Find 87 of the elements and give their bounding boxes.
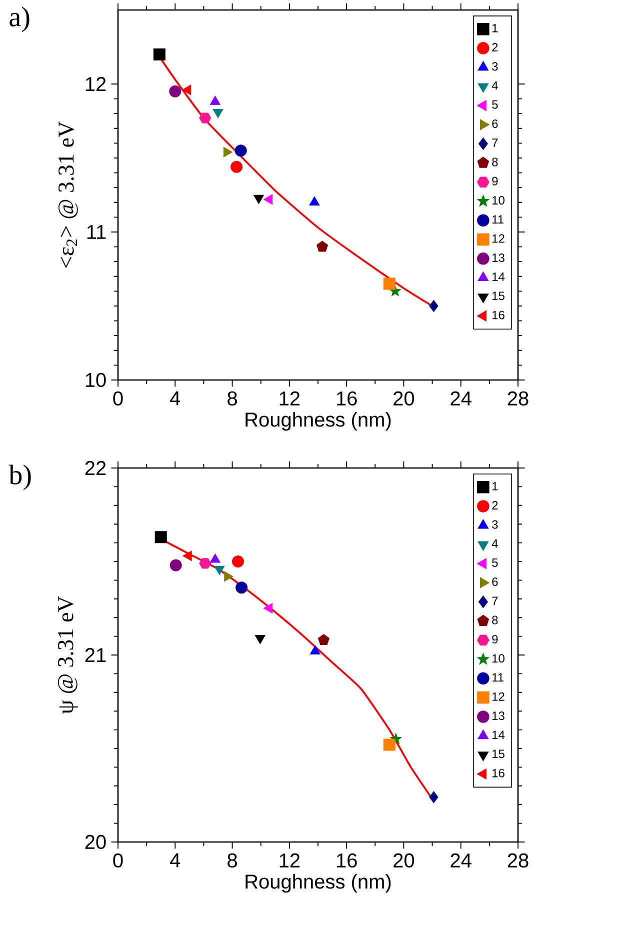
legend-label: 14 xyxy=(492,730,505,739)
x-tick-label: 4 xyxy=(170,853,180,868)
x-tick-label: 12 xyxy=(280,853,300,868)
point xyxy=(234,144,247,157)
y-tick-label: 21 xyxy=(85,648,106,662)
legend-label: 1 xyxy=(492,24,498,32)
point xyxy=(182,84,192,96)
legend-label: 3 xyxy=(492,520,498,529)
y-axis-title: ψ @ 3.31 eV xyxy=(58,596,78,714)
x-axis-title: Roughness (nm) xyxy=(246,412,391,431)
point xyxy=(309,196,320,206)
x-tick-label: 16 xyxy=(336,391,357,406)
point xyxy=(310,645,320,654)
point xyxy=(182,550,192,562)
y-tick-label: 10 xyxy=(86,372,106,388)
x-tick-label: 28 xyxy=(508,391,528,406)
legend-label: 6 xyxy=(492,119,498,128)
x-axis-title: Roughness (nm) xyxy=(246,874,391,893)
point xyxy=(230,160,243,173)
x-tick-label: 24 xyxy=(450,391,472,406)
x-tick-label: 4 xyxy=(170,391,180,406)
chart-title: a) xyxy=(10,6,30,32)
legend-label: 5 xyxy=(492,558,498,567)
y-tick-label: 12 xyxy=(86,77,106,91)
point xyxy=(199,558,212,569)
x-tick-label: 0 xyxy=(113,391,123,406)
point xyxy=(169,85,182,98)
x-tick-label: 24 xyxy=(450,853,472,868)
point xyxy=(253,194,264,204)
legend-label: 2 xyxy=(492,42,498,52)
point xyxy=(232,555,244,568)
legend-label: 6 xyxy=(492,578,498,586)
legend-label: 13 xyxy=(492,712,504,720)
legend-label: 4 xyxy=(492,81,498,90)
legend-label: 13 xyxy=(492,253,504,262)
y-axis-title: <ε$_{2}$> @ 3.31 eV xyxy=(58,121,78,268)
point xyxy=(429,791,438,804)
legend-label: 16 xyxy=(492,310,504,320)
point xyxy=(236,582,248,594)
legend-label: 14 xyxy=(492,272,505,281)
y-tick-label: 11 xyxy=(87,225,106,239)
point xyxy=(316,240,328,252)
x-tick-label: 20 xyxy=(394,853,414,868)
legend-label: 7 xyxy=(492,138,498,147)
legend-label: 4 xyxy=(492,539,498,548)
legend-label: 11 xyxy=(492,215,504,224)
legend-label: 10 xyxy=(492,196,504,205)
legend-label: 1 xyxy=(492,482,498,490)
legend-label: 15 xyxy=(492,750,504,758)
legend-label: 5 xyxy=(492,100,498,109)
legend-label: 3 xyxy=(492,62,498,71)
legend-label: 16 xyxy=(492,768,504,778)
point xyxy=(210,96,220,105)
x-tick-label: 0 xyxy=(113,853,123,868)
x-tick-label: 8 xyxy=(228,853,237,868)
legend-label: 12 xyxy=(492,692,504,701)
legend-label: 10 xyxy=(492,654,504,663)
x-tick-label: 8 xyxy=(228,391,237,406)
point xyxy=(263,603,273,614)
x-tick-label: 16 xyxy=(336,853,357,868)
point xyxy=(210,554,220,563)
legend-label: 8 xyxy=(492,158,498,166)
x-tick-label: 20 xyxy=(394,391,414,406)
point xyxy=(170,559,182,572)
y-tick-label: 22 xyxy=(85,461,106,475)
legend-label: 2 xyxy=(492,501,498,510)
x-tick-label: 28 xyxy=(508,853,528,868)
point xyxy=(318,634,330,645)
legend-label: 15 xyxy=(492,292,504,300)
point xyxy=(214,566,225,575)
point xyxy=(383,278,396,290)
point xyxy=(153,48,166,60)
legend-label: 12 xyxy=(492,234,504,243)
legend-label: 11 xyxy=(492,673,504,682)
x-tick-label: 12 xyxy=(280,391,300,406)
legend-label: 9 xyxy=(492,176,498,186)
chart-title: b) xyxy=(8,464,31,490)
point xyxy=(383,738,396,751)
point xyxy=(263,194,273,205)
point xyxy=(199,112,212,124)
y-tick-label: 20 xyxy=(85,834,106,850)
legend-label: 8 xyxy=(492,616,498,624)
legend-label: 9 xyxy=(492,634,498,644)
point xyxy=(154,531,167,544)
point xyxy=(429,300,438,312)
legend-label: 7 xyxy=(492,596,498,605)
point xyxy=(212,108,224,118)
